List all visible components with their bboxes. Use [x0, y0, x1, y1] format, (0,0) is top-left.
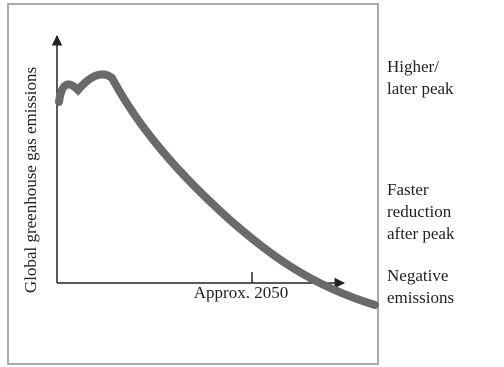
annotation-line: Higher/: [387, 57, 439, 76]
annotation-line: Faster: [387, 180, 429, 199]
emissions-curve: [55, 70, 379, 309]
y-axis-label: Global greenhouse gas emissions: [21, 67, 40, 293]
annotation-line: later peak: [387, 79, 454, 98]
annotations: Higher/later peak Faster reduction after pe…: [387, 57, 455, 307]
annotation-line: Negative: [387, 266, 448, 285]
x-axis-label: Approx. 2050: [194, 283, 288, 302]
annotation-line: after peak: [387, 224, 455, 243]
annotation-line: reduction: [387, 202, 452, 221]
annotation-line: emissions: [387, 288, 454, 307]
